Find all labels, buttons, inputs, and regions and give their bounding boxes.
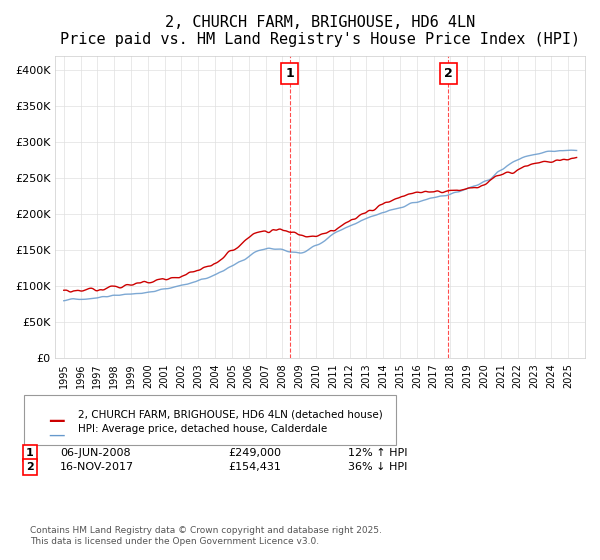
Text: 1: 1: [26, 448, 34, 458]
Text: £154,431: £154,431: [228, 462, 281, 472]
Text: 2: 2: [26, 462, 34, 472]
Text: —: —: [48, 426, 65, 444]
Text: 06-JUN-2008: 06-JUN-2008: [60, 448, 131, 458]
Text: 16-NOV-2017: 16-NOV-2017: [60, 462, 134, 472]
Title: 2, CHURCH FARM, BRIGHOUSE, HD6 4LN
Price paid vs. HM Land Registry's House Price: 2, CHURCH FARM, BRIGHOUSE, HD6 4LN Price…: [60, 15, 580, 48]
Text: —: —: [48, 412, 65, 430]
Text: Contains HM Land Registry data © Crown copyright and database right 2025.
This d: Contains HM Land Registry data © Crown c…: [30, 526, 382, 546]
Text: 1: 1: [285, 67, 294, 80]
Text: HPI: Average price, detached house, Calderdale: HPI: Average price, detached house, Cald…: [78, 424, 327, 434]
Text: 12% ↑ HPI: 12% ↑ HPI: [348, 448, 407, 458]
Text: £249,000: £249,000: [228, 448, 281, 458]
Text: 2: 2: [444, 67, 453, 80]
Text: 2, CHURCH FARM, BRIGHOUSE, HD6 4LN (detached house): 2, CHURCH FARM, BRIGHOUSE, HD6 4LN (deta…: [78, 410, 383, 420]
Text: 36% ↓ HPI: 36% ↓ HPI: [348, 462, 407, 472]
